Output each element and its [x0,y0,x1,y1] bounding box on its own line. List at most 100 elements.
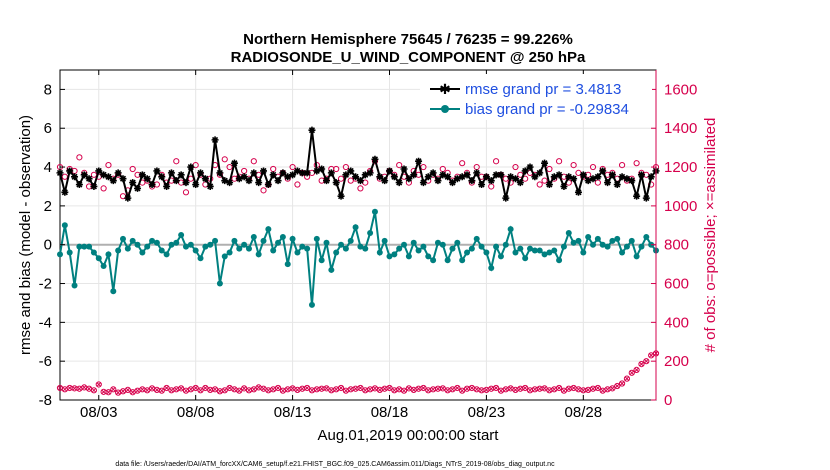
y-left-tick-label: 6 [44,120,52,137]
bias-point [61,222,68,229]
rmse-point [313,167,321,175]
rmse-point [376,173,384,181]
assimilated-obs-circle [643,358,650,365]
bias-point [139,249,146,256]
rmse-point [618,173,626,181]
rmse-point [109,177,117,185]
assimilated-obs-point [435,386,441,392]
assimilated-obs-circle [337,384,345,392]
assimilated-obs-point [416,386,421,392]
rmse-point [516,179,524,187]
assimilated-obs-point [479,387,484,393]
y-right-tick-label: 400 [664,314,689,331]
assimilated-obs-circle [618,380,626,387]
rmse-point [410,171,418,179]
rmse-point [211,136,219,144]
possible-obs-point [618,162,626,169]
bias-point [536,247,543,254]
x-tick-label: 08/03 [80,404,118,421]
rmse-point [589,175,597,183]
possible-obs-point [357,185,364,192]
y-right-tick-label: 1000 [664,198,697,215]
rmse-point [274,177,282,185]
assimilated-obs-point [605,386,610,392]
assimilated-obs-point [391,387,397,393]
assimilated-obs-point [503,386,509,392]
assimilated-obs-point [120,388,126,394]
rmse-point [352,173,360,181]
assimilated-obs-point [154,387,160,393]
assimilated-obs-point [212,386,218,392]
assimilated-obs-circle [555,384,563,392]
rmse-point [192,181,200,189]
possible-obs-point [512,163,519,171]
bias-point [502,241,509,248]
rmse-point [507,173,515,181]
bias-point [493,243,500,250]
bias-point [560,243,567,250]
bias-point [405,253,412,260]
assimilated-obs-circle [95,381,102,388]
rmse-point [216,169,224,177]
assimilated-obs-point [450,386,455,392]
bias-point [643,233,650,240]
bias-point [110,288,117,295]
rmse-point [555,171,563,179]
bias-point [192,247,199,254]
bias-point [81,243,88,250]
assimilated-obs-point [387,385,392,391]
bias-point [468,245,475,252]
possible-obs-point [589,163,597,171]
assimilated-obs-point [571,385,576,391]
assimilated-obs-point [648,352,654,358]
rmse-point [298,169,306,177]
bias-point [153,239,160,246]
rmse-point [594,173,602,181]
rmse-point [206,182,214,190]
assimilated-obs-point [537,386,543,392]
rmse-point [521,167,529,175]
assimilated-obs-point [314,386,320,392]
y-right-tick-label: 800 [664,237,689,254]
x-tick-label: 08/13 [274,404,312,421]
rmse-point [429,169,437,177]
legend-rmse-label: rmse grand pr = 3.4813 [465,81,621,98]
bias-point [216,280,223,287]
rmse-point [269,171,277,179]
assimilated-obs-circle [197,387,204,394]
rmse-point [579,171,587,179]
y-axis-right-label: # of obs: o=possible; ×=assimilated [702,118,719,353]
bias-point [202,243,209,250]
assimilated-obs-circle [192,384,199,392]
bias-point [66,249,73,256]
assimilated-obs-circle [492,384,500,392]
bias-point [565,230,572,237]
rmse-point [487,177,495,185]
y-right-tick-label: 1200 [664,159,697,176]
assimilated-obs-circle [124,386,131,394]
rmse-point [100,171,108,179]
assimilated-obs-point [164,385,169,391]
assimilated-obs-circle [638,360,645,368]
bias-point [527,245,534,252]
rmse-point [163,182,171,190]
y-right-tick-label: 0 [664,392,672,409]
bias-point [105,251,112,258]
assimilated-obs-point [62,386,68,392]
bias-point [459,257,466,264]
bias-point [464,249,471,256]
chart-title: Northern Hemisphere 75645 / 76235 = 99.2… [243,31,573,48]
bias-point [628,237,635,244]
rmse-point [613,181,621,189]
bias-point [556,257,563,264]
assimilated-obs-circle [274,384,282,392]
rmse-point [197,169,205,177]
assimilated-obs-point [566,386,572,392]
bias-point [328,266,335,273]
y-left-tick-label: -2 [39,276,52,293]
rmse-point [167,169,175,177]
assimilated-obs-point [72,385,77,391]
bias-point [119,235,126,242]
rmse-point [531,173,539,181]
